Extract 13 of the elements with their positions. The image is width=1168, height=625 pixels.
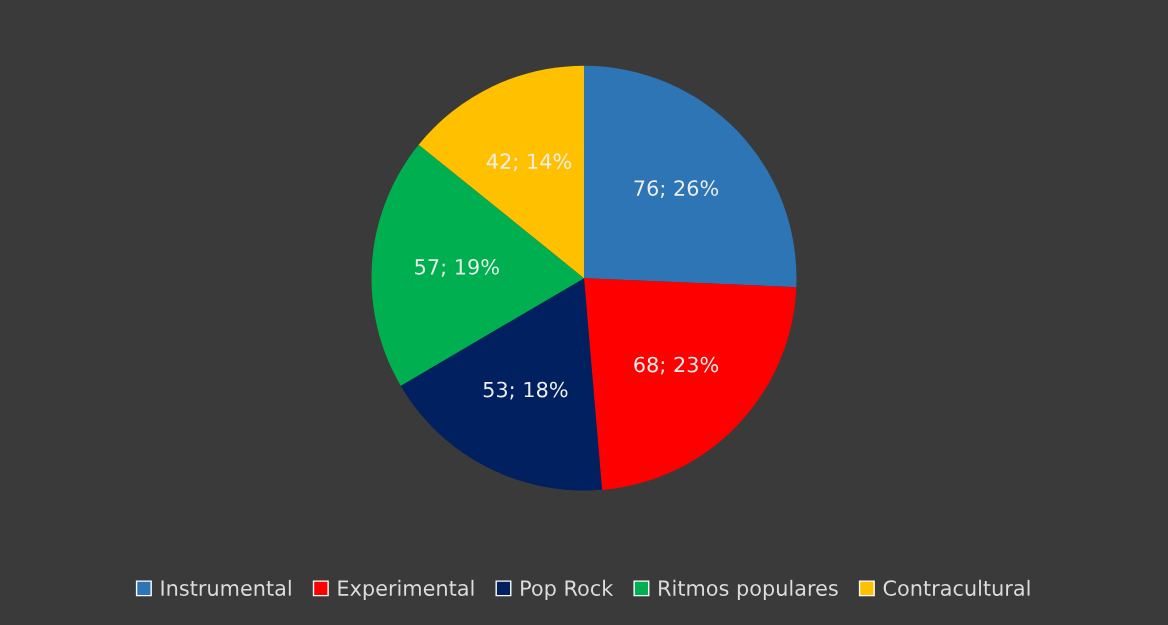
legend-label: Pop Rock (521, 579, 614, 600)
data-label: 57; 19% (415, 258, 499, 277)
legend-label: Instrumental (161, 579, 291, 596)
pie-slice (584, 65, 797, 288)
pie-slice (584, 278, 797, 490)
legend-label: Contracultural (883, 579, 1030, 596)
data-label: 76; 26% (634, 180, 719, 199)
data-label: 42; 14% (486, 153, 572, 172)
legend-label: Ritmos populares (659, 579, 838, 600)
legend-label: Experimental (338, 579, 474, 600)
data-label: 53; 18% (483, 381, 568, 400)
data-label: 68; 23% (634, 356, 719, 375)
pie-slice (400, 278, 603, 491)
